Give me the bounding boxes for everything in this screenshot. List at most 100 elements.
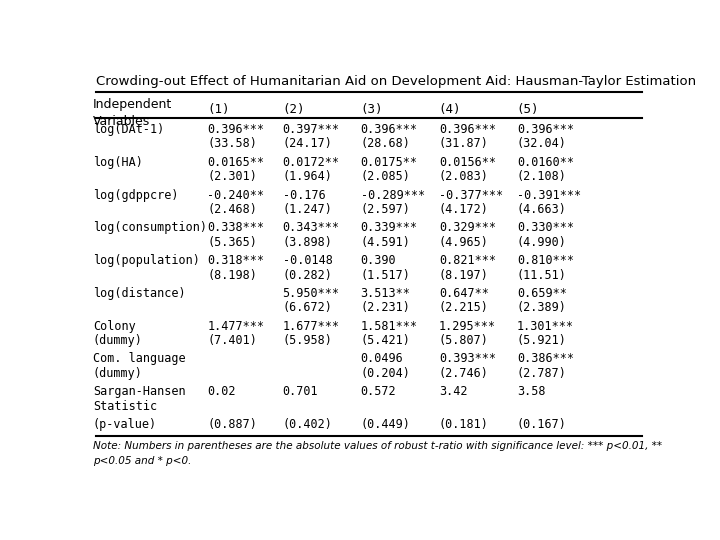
Text: (4.172): (4.172) <box>438 203 489 216</box>
Text: (1.247): (1.247) <box>282 203 333 216</box>
Text: 0.572: 0.572 <box>361 385 396 399</box>
Text: log(gdppcre): log(gdppcre) <box>93 188 179 201</box>
Text: 0.396***: 0.396*** <box>438 123 496 136</box>
Text: 0.329***: 0.329*** <box>438 221 496 234</box>
Text: 0.810***: 0.810*** <box>517 254 574 267</box>
Text: (5.958): (5.958) <box>282 334 333 347</box>
Text: 0.02: 0.02 <box>207 385 235 399</box>
Text: (0.887): (0.887) <box>207 418 257 431</box>
Text: (5.421): (5.421) <box>361 334 410 347</box>
Text: (33.58): (33.58) <box>207 138 257 151</box>
Text: (4.990): (4.990) <box>517 236 567 249</box>
Text: (dummy): (dummy) <box>93 367 143 380</box>
Text: log(population): log(population) <box>93 254 199 267</box>
Text: (8.197): (8.197) <box>438 268 489 281</box>
Text: (0.402): (0.402) <box>282 418 333 431</box>
Text: Colony: Colony <box>93 320 135 333</box>
Text: 1.301***: 1.301*** <box>517 320 574 333</box>
Text: -0.0148: -0.0148 <box>282 254 333 267</box>
Text: (5.807): (5.807) <box>438 334 489 347</box>
Text: 0.0172**: 0.0172** <box>282 156 340 169</box>
Text: (24.17): (24.17) <box>282 138 333 151</box>
Text: (2.108): (2.108) <box>517 170 567 183</box>
Text: 0.338***: 0.338*** <box>207 221 264 234</box>
Text: (2.215): (2.215) <box>438 301 489 314</box>
Text: 1.295***: 1.295*** <box>438 320 496 333</box>
Text: -0.240**: -0.240** <box>207 188 264 201</box>
Text: 0.821***: 0.821*** <box>438 254 496 267</box>
Text: 0.0496: 0.0496 <box>361 353 403 366</box>
Text: (0.181): (0.181) <box>438 418 489 431</box>
Text: 1.677***: 1.677*** <box>282 320 340 333</box>
Text: Independent: Independent <box>93 98 172 111</box>
Text: (6.672): (6.672) <box>282 301 333 314</box>
Text: (2.085): (2.085) <box>361 170 410 183</box>
Text: (5.921): (5.921) <box>517 334 567 347</box>
Text: 0.647**: 0.647** <box>438 287 489 300</box>
Text: 0.396***: 0.396*** <box>517 123 574 136</box>
Text: Variables: Variables <box>93 114 150 127</box>
Text: 0.390: 0.390 <box>361 254 396 267</box>
Text: 0.701: 0.701 <box>282 385 318 399</box>
Text: (31.87): (31.87) <box>438 138 489 151</box>
Text: 0.386***: 0.386*** <box>517 353 574 366</box>
Text: (7.401): (7.401) <box>207 334 257 347</box>
Text: (28.68): (28.68) <box>361 138 410 151</box>
Text: (1.964): (1.964) <box>282 170 333 183</box>
Text: (3.898): (3.898) <box>282 236 333 249</box>
Text: 0.396***: 0.396*** <box>361 123 418 136</box>
Text: (2.787): (2.787) <box>517 367 567 380</box>
Text: (2.083): (2.083) <box>438 170 489 183</box>
Text: 0.0175**: 0.0175** <box>361 156 418 169</box>
Text: (4.663): (4.663) <box>517 203 567 216</box>
Text: (2.301): (2.301) <box>207 170 257 183</box>
Text: log(DAt-1): log(DAt-1) <box>93 123 164 136</box>
Text: (2): (2) <box>282 103 305 116</box>
Text: Sargan-Hansen: Sargan-Hansen <box>93 385 186 399</box>
Text: (5): (5) <box>517 103 539 116</box>
Text: (5.365): (5.365) <box>207 236 257 249</box>
Text: (2.746): (2.746) <box>438 367 489 380</box>
Text: -0.289***: -0.289*** <box>361 188 425 201</box>
Text: 0.659**: 0.659** <box>517 287 567 300</box>
Text: (4): (4) <box>438 103 462 116</box>
Text: Statistic: Statistic <box>93 400 157 413</box>
Text: log(HA): log(HA) <box>93 156 143 169</box>
Text: (2.231): (2.231) <box>361 301 410 314</box>
Text: (32.04): (32.04) <box>517 138 567 151</box>
Text: 0.330***: 0.330*** <box>517 221 574 234</box>
Text: (1.517): (1.517) <box>361 268 410 281</box>
Text: (0.282): (0.282) <box>282 268 333 281</box>
Text: 1.581***: 1.581*** <box>361 320 418 333</box>
Text: (dummy): (dummy) <box>93 334 143 347</box>
Text: (3): (3) <box>361 103 383 116</box>
Text: Note: Numbers in parentheses are the absolute values of robust t-ratio with sign: Note: Numbers in parentheses are the abs… <box>93 441 662 451</box>
Text: 0.343***: 0.343*** <box>282 221 340 234</box>
Text: 3.58: 3.58 <box>517 385 545 399</box>
Text: Crowding-out Effect of Humanitarian Aid on Development Aid: Hausman-Taylor Estim: Crowding-out Effect of Humanitarian Aid … <box>96 75 696 88</box>
Text: 5.950***: 5.950*** <box>282 287 340 300</box>
Text: Com. language: Com. language <box>93 353 186 366</box>
Text: (8.198): (8.198) <box>207 268 257 281</box>
Text: (0.449): (0.449) <box>361 418 410 431</box>
Text: log(consumption): log(consumption) <box>93 221 207 234</box>
Text: 0.339***: 0.339*** <box>361 221 418 234</box>
Text: log(distance): log(distance) <box>93 287 186 300</box>
Text: 0.393***: 0.393*** <box>438 353 496 366</box>
Text: 0.397***: 0.397*** <box>282 123 340 136</box>
Text: (1): (1) <box>207 103 230 116</box>
Text: (0.204): (0.204) <box>361 367 410 380</box>
Text: -0.391***: -0.391*** <box>517 188 581 201</box>
Text: (4.965): (4.965) <box>438 236 489 249</box>
Text: (4.591): (4.591) <box>361 236 410 249</box>
Text: (11.51): (11.51) <box>517 268 567 281</box>
Text: (2.597): (2.597) <box>361 203 410 216</box>
Text: 0.0165**: 0.0165** <box>207 156 264 169</box>
Text: 0.0160**: 0.0160** <box>517 156 574 169</box>
Text: (2.389): (2.389) <box>517 301 567 314</box>
Text: -0.176: -0.176 <box>282 188 325 201</box>
Text: 0.396***: 0.396*** <box>207 123 264 136</box>
Text: 3.513**: 3.513** <box>361 287 410 300</box>
Text: 0.0156**: 0.0156** <box>438 156 496 169</box>
Text: 3.42: 3.42 <box>438 385 467 399</box>
